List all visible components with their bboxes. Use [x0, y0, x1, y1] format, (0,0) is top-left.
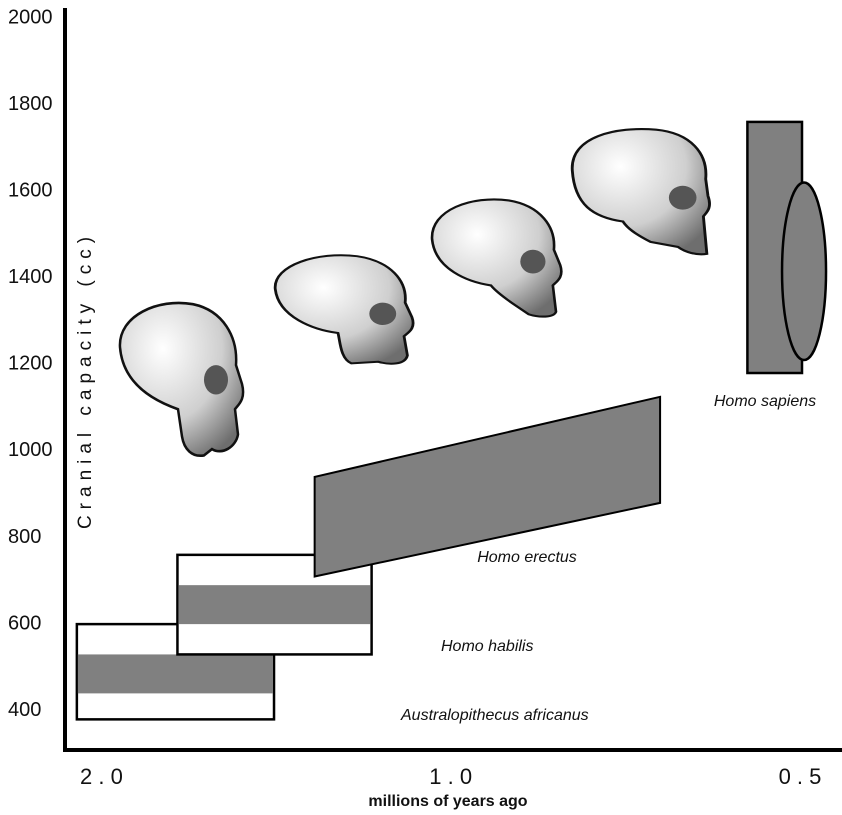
page: {"chart_data": {"type": "range", "ylabel…: [0, 0, 842, 815]
y-tick-label: 1600: [8, 179, 53, 201]
series-label: Homo habilis: [441, 638, 533, 655]
x-axis-label: millions of years ago: [368, 793, 527, 810]
skull: [572, 129, 709, 254]
core-band: [78, 654, 273, 693]
y-tick-label: 800: [8, 526, 41, 548]
y-tick-label: 1400: [8, 266, 53, 288]
skull: [120, 303, 243, 456]
x-tick-label: 0 . 5: [779, 764, 822, 789]
x-tick-label: 2 . 0: [80, 764, 123, 789]
y-axis-label: Cranial capacity (cc): [75, 231, 96, 529]
x-tick-label: 1 . 0: [429, 764, 472, 789]
series-label: Homo sapiens: [714, 393, 816, 410]
y-tick-label: 1200: [8, 353, 53, 375]
y-tick-label: 1800: [8, 93, 53, 115]
y-tick-label: 600: [8, 612, 41, 634]
skull: [432, 199, 561, 316]
core-band: [178, 585, 370, 624]
y-tick-label: 1000: [8, 439, 53, 461]
skull: [275, 255, 413, 363]
y-tick-label: 400: [8, 699, 41, 721]
series-label: Australopithecus africanus: [400, 707, 589, 724]
range-ellipse: [782, 183, 826, 361]
chart: Cranial capacity (cc) millions of years …: [0, 0, 842, 815]
y-tick-label: 2000: [8, 6, 53, 28]
series-label: Homo erectus: [477, 549, 577, 566]
